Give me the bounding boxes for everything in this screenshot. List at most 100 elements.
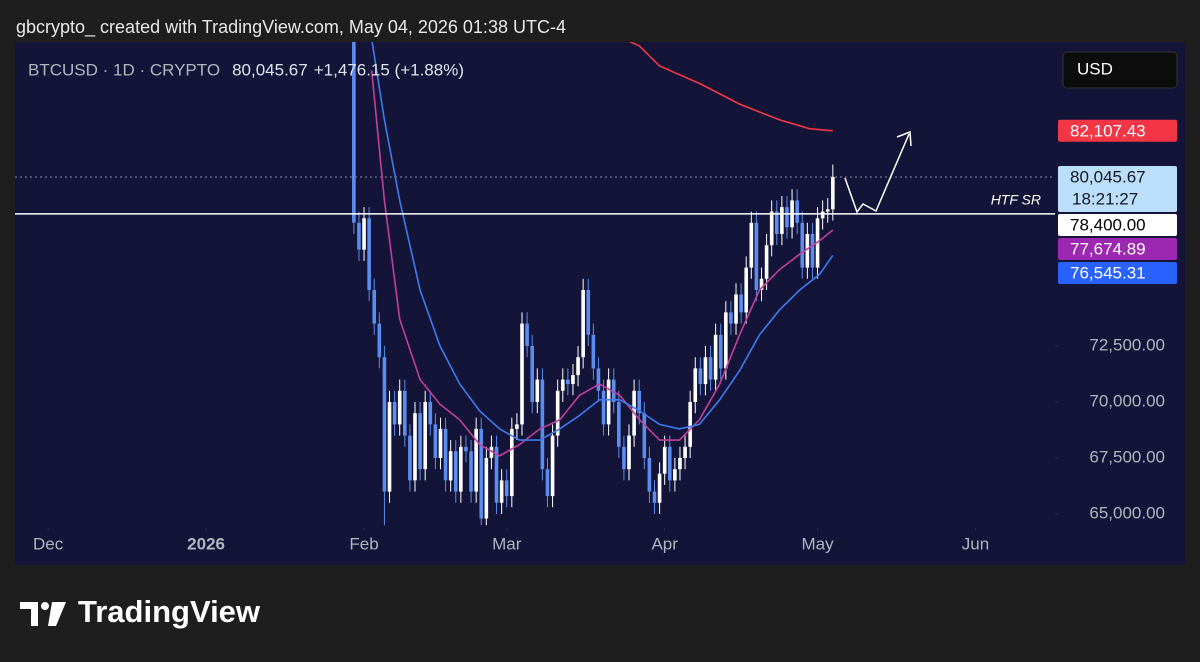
- price-label-box: [1058, 237, 1177, 260]
- candle-body: [769, 211, 774, 246]
- candle-body: [566, 379, 570, 385]
- candle-body: [576, 357, 580, 376]
- candle-body: [499, 480, 504, 503]
- x-tick-label: Apr: [651, 534, 678, 553]
- candle-body: [749, 222, 754, 268]
- candle-body: [443, 428, 448, 481]
- candle-body: [724, 312, 728, 369]
- candle-body: [392, 401, 397, 425]
- candle-body: [352, 42, 356, 223]
- candle-body: [408, 435, 412, 481]
- candle-body: [688, 401, 692, 447]
- candle-body: [693, 368, 698, 402]
- candle-body: [581, 289, 585, 358]
- countdown: 18:21:27: [1072, 189, 1138, 208]
- x-tick-label: 2026: [187, 534, 225, 553]
- candle-body: [785, 207, 789, 228]
- candle-body: [627, 435, 631, 470]
- candle-body: [428, 401, 433, 425]
- candle-body: [601, 390, 606, 425]
- candle-body: [657, 473, 662, 503]
- currency[interactable]: USD: [1077, 59, 1113, 78]
- candle-body: [535, 379, 540, 402]
- moving-average: [371, 42, 834, 441]
- candle-body: [550, 435, 555, 497]
- candle-body: [377, 323, 382, 358]
- candle-body: [571, 375, 575, 385]
- y-tick-label: 67,500.00: [1089, 447, 1165, 466]
- x-tick-label: Mar: [492, 534, 522, 553]
- candle-body: [611, 379, 616, 402]
- candle-body: [820, 211, 825, 219]
- candle-body: [479, 428, 484, 519]
- candle-body: [718, 334, 723, 369]
- candle-body: [774, 211, 779, 234]
- currency-button[interactable]: [1062, 51, 1178, 89]
- y-tick-label: 65,000.00: [1089, 503, 1165, 522]
- candle-body: [367, 218, 371, 290]
- candle-body: [713, 334, 718, 380]
- candle-body: [403, 390, 407, 436]
- price-label: 77,674.89: [1070, 239, 1146, 258]
- candle-body: [397, 390, 402, 425]
- price-label-box: [1058, 119, 1177, 142]
- price-label: 78,400.00: [1070, 215, 1146, 234]
- candle-body: [754, 222, 759, 290]
- candle-body: [520, 323, 524, 425]
- candle-body: [504, 480, 509, 497]
- candle-body: [647, 457, 652, 492]
- y-tick-label: 70,000.00: [1089, 391, 1165, 410]
- candle-body: [780, 207, 784, 234]
- candle-body: [698, 368, 703, 385]
- candle-body: [703, 357, 708, 385]
- candle-body: [540, 379, 545, 470]
- candle-body: [433, 424, 438, 458]
- y-tick-label: 72,500.00: [1089, 335, 1165, 354]
- x-tick-label: Feb: [349, 534, 378, 553]
- candle-body: [560, 379, 565, 391]
- candle-body: [810, 233, 815, 268]
- candle-body: [469, 451, 473, 492]
- candle-body: [545, 469, 550, 497]
- price-label-box: [1058, 261, 1177, 284]
- price-label: 80,045.67: [1070, 167, 1146, 186]
- candle-body: [555, 390, 560, 436]
- candle-body: [372, 289, 377, 324]
- plot-area: [15, 42, 1055, 526]
- candle-body: [678, 457, 682, 470]
- candle-body: [825, 209, 830, 212]
- candle-body: [464, 446, 468, 452]
- x-tick-label: Jun: [962, 534, 989, 553]
- candle-body: [530, 345, 534, 402]
- candle-body: [357, 222, 361, 250]
- candle-body: [795, 200, 799, 223]
- candle-body: [382, 357, 387, 492]
- candle-body: [805, 233, 810, 268]
- candle-body: [448, 451, 453, 481]
- candle-body: [764, 245, 769, 279]
- candle-body: [831, 176, 835, 210]
- price-label: 76,545.31: [1070, 263, 1146, 282]
- author-line: gbcrypto_ created with TradingView.com, …: [16, 17, 566, 38]
- candle-body: [800, 222, 805, 268]
- price-label-box: [1058, 165, 1177, 212]
- brand-logo: [20, 602, 66, 626]
- moving-average: [370, 70, 834, 457]
- candle-body: [438, 428, 443, 458]
- chart-panel: [15, 42, 1185, 565]
- header-price: 80,045.67: [232, 60, 308, 79]
- candle-body: [729, 312, 733, 324]
- candle-body: [739, 294, 743, 313]
- candle-body: [662, 446, 667, 474]
- candle-body: [418, 413, 422, 470]
- candle-body: [759, 278, 764, 290]
- candle-body: [586, 289, 591, 335]
- candle-body: [622, 446, 626, 470]
- candle-body: [708, 357, 713, 380]
- candle-body: [474, 428, 478, 492]
- x-tick-label: May: [801, 534, 834, 553]
- header-change: +1,476.15 (+1.88%): [314, 60, 464, 79]
- candle-body: [453, 451, 458, 492]
- candle-body: [494, 446, 499, 503]
